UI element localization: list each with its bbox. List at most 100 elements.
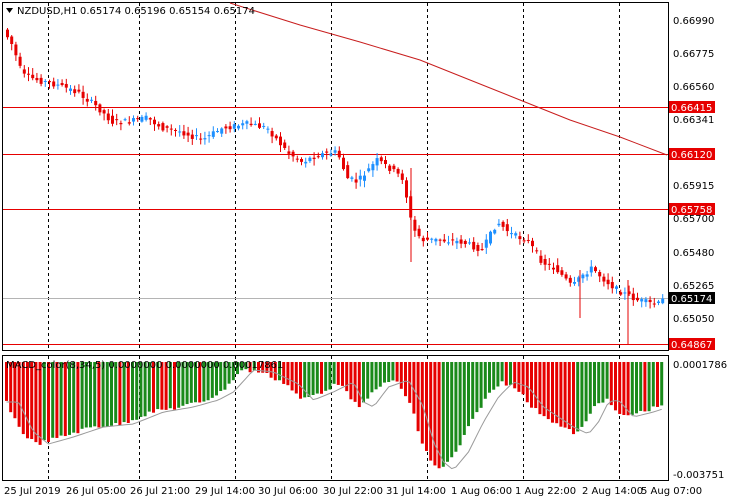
time-tick: 1 Aug 06:00 xyxy=(451,486,512,497)
bull-candle xyxy=(90,99,93,101)
macd-bar-up xyxy=(177,362,181,408)
bear-candle xyxy=(531,240,534,247)
bear-candle xyxy=(31,74,35,79)
vertical-grid xyxy=(48,3,620,480)
price-tick: 0.66990 xyxy=(673,16,714,27)
macd-bar-up xyxy=(475,362,479,413)
dropdown-triangle-icon[interactable] xyxy=(6,8,13,13)
macd-bar-down xyxy=(282,362,286,384)
macd-bar-down xyxy=(30,362,34,440)
bull-candle xyxy=(56,84,60,86)
bear-candle xyxy=(342,157,345,170)
bear-candle xyxy=(417,228,421,237)
macd-bar-up xyxy=(328,362,332,390)
bear-candle xyxy=(10,36,14,45)
bear-candle xyxy=(148,118,152,120)
bull-candle xyxy=(211,131,215,137)
macd-bar-down xyxy=(357,362,361,408)
bear-candle xyxy=(598,272,602,277)
bull-candle xyxy=(644,299,648,303)
ohlc-values: 0.65174 0.65196 0.65154 0.65174 xyxy=(80,6,255,17)
bear-candle xyxy=(501,221,505,227)
macd-bar-down xyxy=(530,362,533,408)
bear-candle xyxy=(405,180,408,198)
macd-bar-up xyxy=(181,362,185,406)
bear-candle xyxy=(472,241,476,250)
main-chart-frame[interactable] xyxy=(2,2,669,351)
level-label-box xyxy=(669,203,715,215)
time-tick: 31 Jul 14:00 xyxy=(386,486,446,497)
time-tick: 5 Aug 07:00 xyxy=(641,486,702,497)
macd-bar-down xyxy=(299,362,302,399)
bear-candle xyxy=(94,100,98,106)
bear-candle xyxy=(413,219,417,231)
bear-candle xyxy=(199,138,203,140)
bear-candle xyxy=(274,135,278,139)
bull-candle xyxy=(640,299,644,302)
bull-candle xyxy=(69,88,72,91)
bear-candle xyxy=(228,126,232,130)
bear-candle xyxy=(354,179,358,183)
macd-bar-down xyxy=(294,362,298,394)
macd-bar-up xyxy=(580,362,584,427)
bear-candle xyxy=(392,165,396,170)
macd-bar-up xyxy=(479,362,483,408)
bull-candle xyxy=(623,292,627,294)
bear-candle xyxy=(610,282,614,289)
macd-bar-down xyxy=(349,362,353,400)
bull-candle xyxy=(245,121,249,124)
macd-bar-up xyxy=(362,362,365,403)
macd-bar-up xyxy=(307,362,311,397)
bull-candle xyxy=(367,168,371,172)
bull-candle xyxy=(581,274,585,279)
bear-candle xyxy=(81,91,85,98)
bear-candle xyxy=(652,303,656,305)
macd-bar-down xyxy=(248,362,252,373)
macd-bar-down xyxy=(534,362,538,409)
macd-bar-up xyxy=(458,362,462,446)
macd-bar-up xyxy=(647,362,651,412)
macd-bar-down xyxy=(555,362,559,424)
bull-candle xyxy=(329,153,333,156)
macd-bar-down xyxy=(126,362,130,424)
bear-candle xyxy=(459,239,463,244)
macd-bar-up xyxy=(387,362,391,383)
bear-candle xyxy=(379,157,383,162)
bull-candle xyxy=(123,119,127,121)
macd-bar-down xyxy=(437,362,441,469)
bear-candle xyxy=(14,44,18,56)
bull-candle xyxy=(203,138,207,140)
bull-candle xyxy=(241,123,245,126)
macd-bar-up xyxy=(492,362,496,390)
macd-bar-down xyxy=(404,362,407,397)
bull-candle xyxy=(216,131,219,133)
bear-candle xyxy=(279,136,282,146)
macd-bar-up xyxy=(378,362,382,387)
price-tick: 0.66560 xyxy=(673,82,714,93)
bear-candle xyxy=(388,165,392,171)
bull-candle xyxy=(434,238,438,242)
macd-bar-up xyxy=(110,362,113,426)
bull-candle xyxy=(585,274,589,277)
price-tick: 0.66775 xyxy=(673,49,714,60)
macd-bar-down xyxy=(412,362,416,414)
macd-bar-down xyxy=(399,362,403,389)
macd-bar-up xyxy=(210,362,214,398)
macd-bar-up xyxy=(236,362,239,375)
macd-bar-down xyxy=(118,362,122,426)
bear-candle xyxy=(480,249,484,251)
macd-bar-down xyxy=(433,362,437,466)
macd-bar-up xyxy=(332,362,336,384)
macd-bar-up xyxy=(89,362,92,428)
macd-bar-up xyxy=(597,362,601,404)
macd-bar-up xyxy=(488,362,491,393)
macd-bar-down xyxy=(622,362,626,415)
macd-bar-down xyxy=(38,362,42,445)
bear-candle xyxy=(602,276,606,282)
macd-bar-up xyxy=(366,362,370,399)
macd-bar-up xyxy=(584,362,588,422)
bear-candle xyxy=(119,122,123,125)
macd-bar-down xyxy=(63,362,67,437)
